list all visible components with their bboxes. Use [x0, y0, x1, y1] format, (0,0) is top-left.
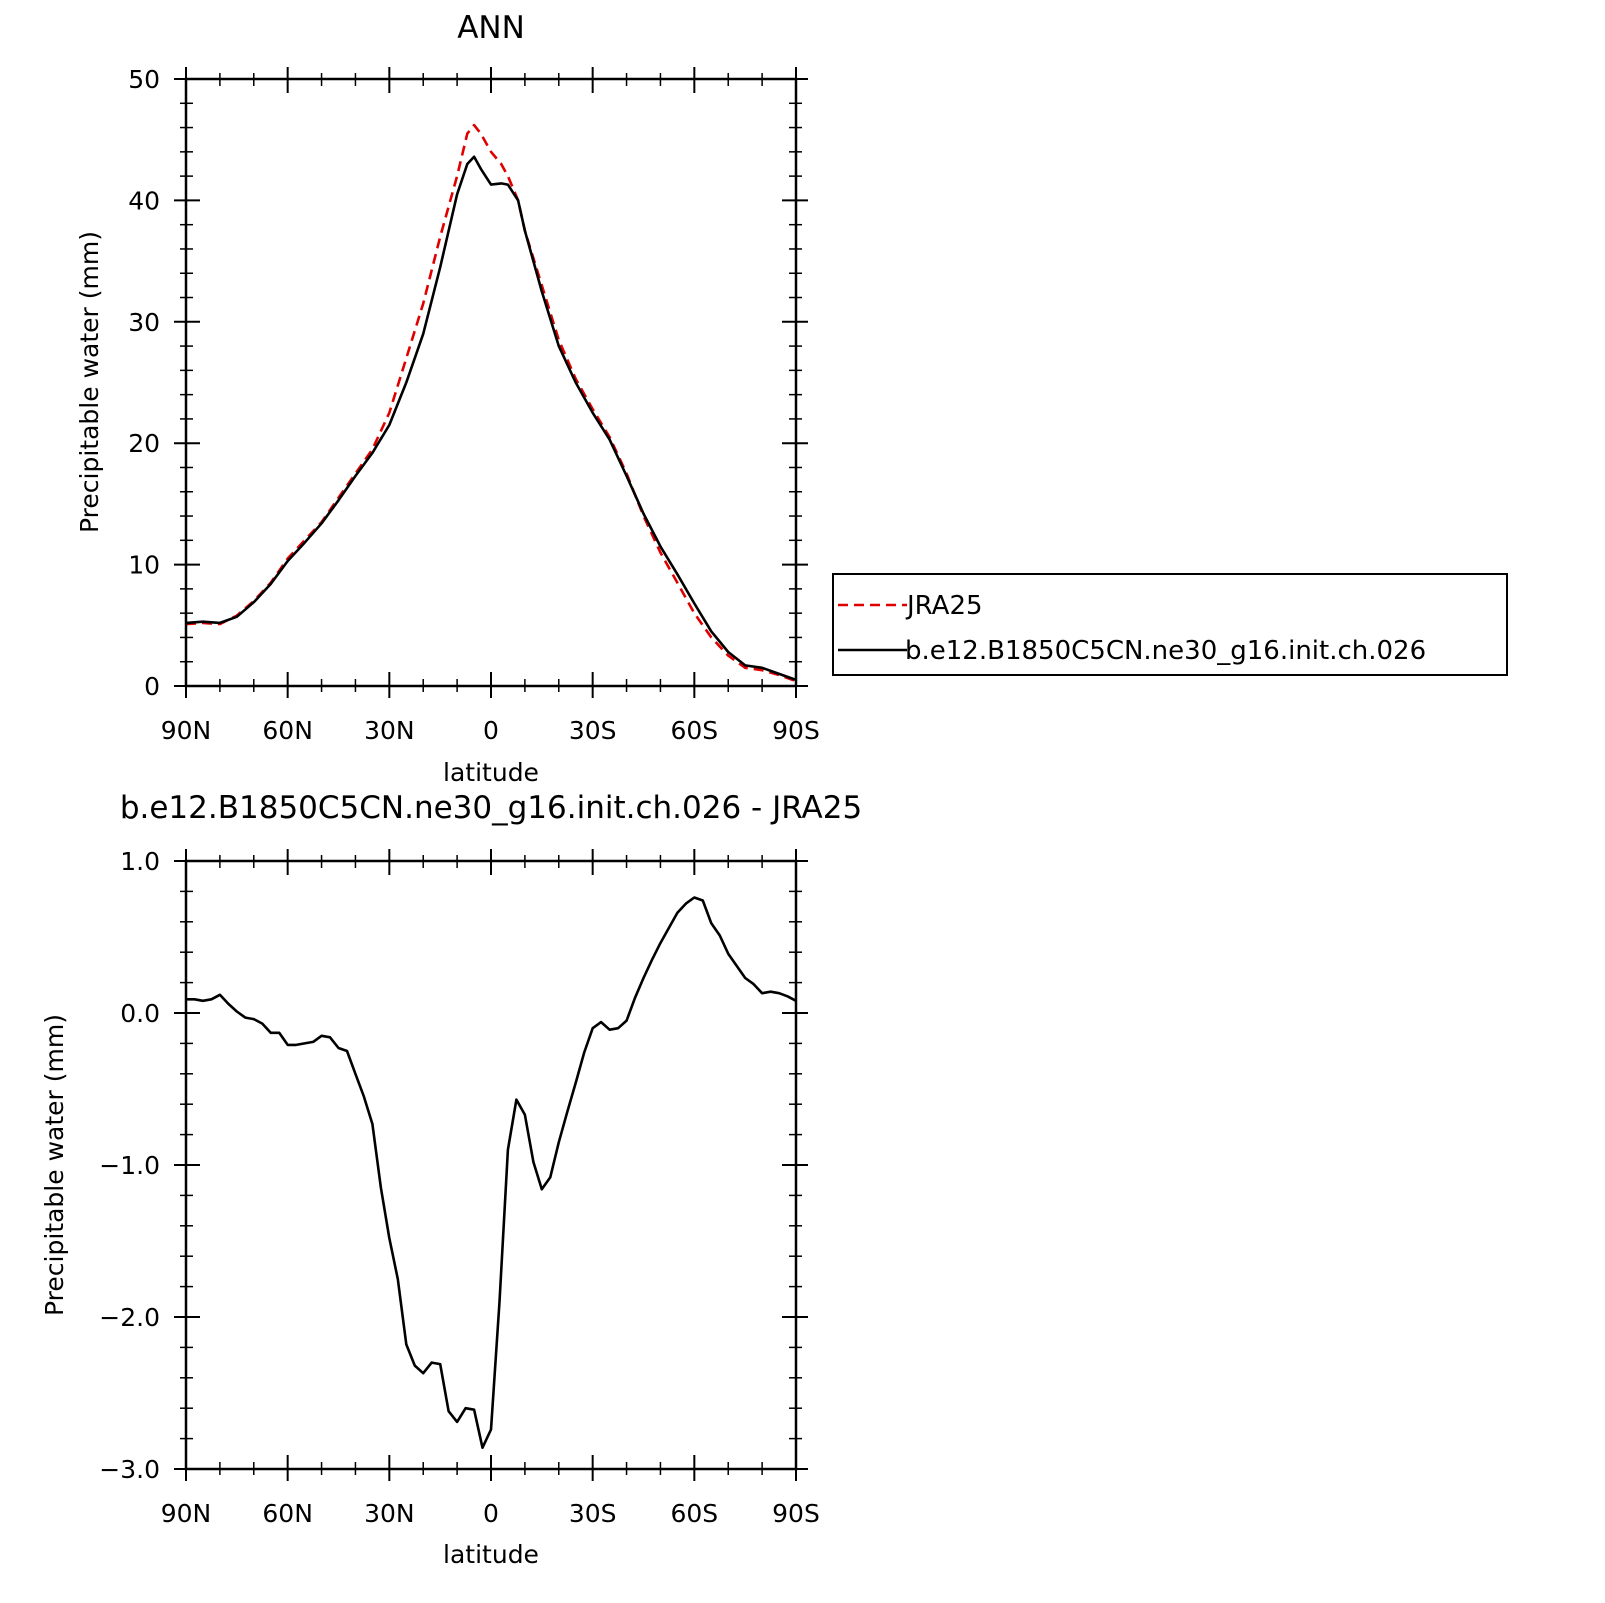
panel-top-x-tick-labels: 90N 60N 30N 0 30S 60S 90S	[161, 716, 820, 745]
panel-bottom-y-axis-label: Precipitable water (mm)	[40, 1014, 69, 1316]
panel-bottom-y-tick-label: −1.0	[99, 1151, 160, 1180]
panel-top-y-tick-label: 10	[128, 551, 160, 580]
panel-top-y-tick-label: 30	[128, 308, 160, 337]
panel-top-y-axis-label: Precipitable water (mm)	[75, 231, 104, 533]
panel-bottom-x-axis-label: latitude	[443, 1540, 539, 1569]
panel-bottom-x-tick-labels: 90N 60N 30N 0 30S 60S 90S	[161, 1499, 820, 1528]
panel-bottom-series-line-0	[186, 896, 797, 1449]
panel-top-series-line-0	[185, 123, 797, 683]
panel-top-frame	[184, 77, 798, 688]
panel-top-y-tick-label: 40	[128, 186, 160, 215]
panel-top-x-tick-label: 30S	[569, 716, 617, 745]
panel-top-x-axis-label: latitude	[443, 758, 539, 787]
panel-top-x-tick-label: 60S	[670, 716, 718, 745]
panel-top-series	[185, 123, 797, 683]
panel-top-x-tick-label: 0	[483, 716, 499, 745]
panel-bottom-y-tick-label: −2.0	[99, 1303, 160, 1332]
panel-top-y-tick-label: 0	[144, 672, 160, 701]
panel-bottom-series	[186, 896, 797, 1449]
panel-top-y-tick-label: 20	[128, 429, 160, 458]
panel-bottom-y-tick-label: 1.0	[120, 847, 160, 876]
panel-top-y-tick-labels: 0 10 20 30 40 50	[128, 65, 160, 701]
panel-bottom-x-tick-label: 60S	[670, 1499, 718, 1528]
panel-top-title: ANN	[457, 10, 525, 46]
panel-top-x-tick-label: 30N	[364, 716, 415, 745]
legend-label-jra25: JRA25	[905, 591, 983, 621]
panel-top-y-tick-label: 50	[128, 65, 160, 94]
panel-top-x-tick-label: 90S	[772, 716, 820, 745]
panel-top-ticks	[174, 67, 808, 698]
panel-top-series-line-1	[185, 155, 797, 682]
panel-bottom-x-tick-label: 90S	[772, 1499, 820, 1528]
panel-bottom: b.e12.B1850C5CN.ne30_g16.init.ch.026 - J…	[40, 790, 862, 1569]
panel-bottom-y-tick-labels: −3.0 −2.0 −1.0 0.0 1.0	[99, 847, 160, 1484]
legend-box	[832, 573, 1508, 676]
panel-bottom-title: b.e12.B1850C5CN.ne30_g16.init.ch.026 - J…	[120, 790, 862, 826]
panel-bottom-ticks	[174, 849, 808, 1481]
panel-bottom-y-tick-label: 0.0	[120, 999, 160, 1028]
panel-bottom-frame	[184, 859, 798, 1471]
panel-top-x-tick-label: 90N	[161, 716, 212, 745]
panel-bottom-x-tick-label: 60N	[262, 1499, 313, 1528]
legend: JRA25 b.e12.B1850C5CN.ne30_g16.init.ch.0…	[832, 573, 1508, 676]
panel-top-x-tick-label: 60N	[262, 716, 313, 745]
panel-bottom-x-tick-label: 90N	[161, 1499, 212, 1528]
panel-bottom-x-tick-label: 30N	[364, 1499, 415, 1528]
panel-bottom-x-tick-label: 0	[483, 1499, 499, 1528]
legend-label-model: b.e12.B1850C5CN.ne30_g16.init.ch.026	[905, 636, 1426, 666]
panel-top: ANN 0 10 20 30 40 50 90N 60N 30N 0 30S 60S 90S lati…	[75, 10, 820, 787]
panel-bottom-x-tick-label: 30S	[569, 1499, 617, 1528]
panel-bottom-y-tick-label: −3.0	[99, 1455, 160, 1484]
